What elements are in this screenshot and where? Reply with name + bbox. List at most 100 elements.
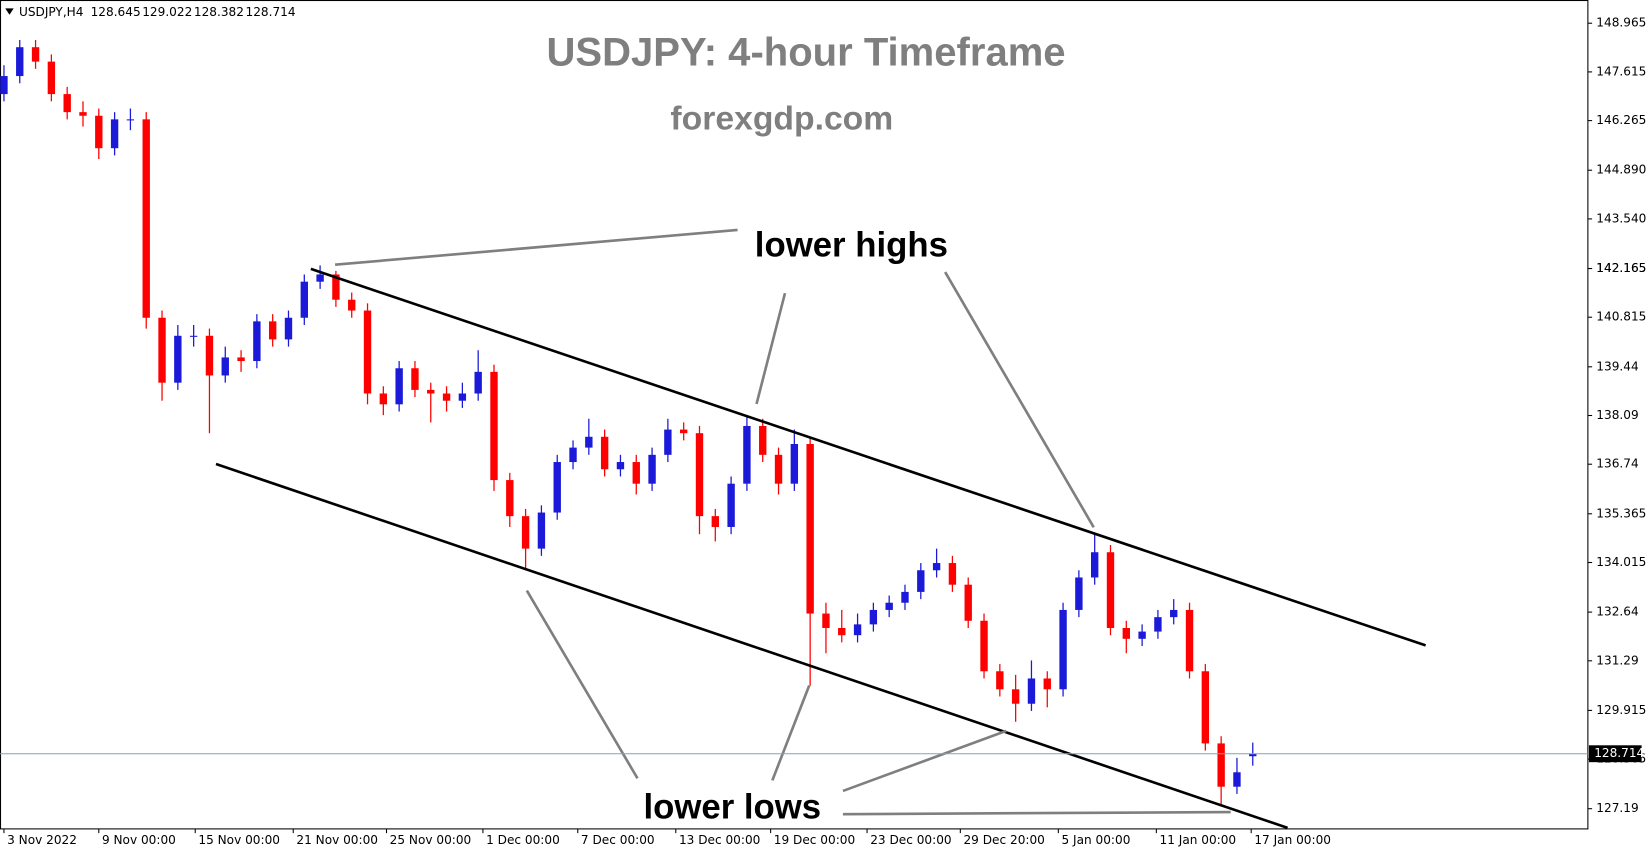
candle-body (490, 371, 498, 481)
candle-body (537, 512, 546, 549)
candle-body (869, 609, 878, 625)
candle-body (458, 393, 467, 401)
header-value: 128.382 (194, 5, 244, 19)
candle-body (1122, 627, 1130, 639)
header-value: 128.714 (246, 5, 296, 19)
candle-body (300, 281, 308, 318)
price-label: 128.714 (1594, 746, 1644, 760)
chart-title: USDJPY: 4-hour Timeframe (547, 30, 1066, 74)
candle-body (585, 436, 593, 448)
candle-body (1170, 609, 1178, 618)
candle-body (948, 563, 957, 585)
candle-body (1059, 609, 1067, 690)
candle-body (1138, 631, 1146, 639)
candle-body (1185, 609, 1194, 672)
pointer (334, 228, 738, 267)
candle-body (189, 335, 198, 337)
candle-body (1043, 678, 1051, 690)
candle-body (932, 563, 941, 571)
candle-body (996, 671, 1004, 690)
candle-body (727, 483, 735, 527)
candle-body (31, 47, 40, 62)
candle-body (63, 94, 71, 113)
candle-body (885, 602, 893, 610)
candle-body (1011, 689, 1020, 704)
y-tick-label: 146.265 (1596, 113, 1646, 127)
channel-upper (310, 267, 1427, 647)
candle-body (679, 429, 688, 434)
header-value: 128.645 (91, 5, 141, 19)
candle-body (47, 61, 56, 95)
y-tick-label: 139.44 (1596, 359, 1639, 373)
candle-body (268, 321, 277, 340)
x-tick-label: 23 Dec 00:00 (870, 833, 951, 847)
x-tick-label: 17 Jan 00:00 (1254, 833, 1331, 847)
candle-body (142, 119, 150, 318)
candle-body (221, 357, 229, 376)
candle-body (474, 371, 482, 394)
y-tick-label: 142.165 (1596, 261, 1646, 275)
candle-body (427, 389, 435, 394)
price-box (1588, 745, 1642, 763)
annotation: lower highs (755, 226, 948, 264)
candle-body (395, 368, 403, 405)
x-tick-label: 13 Dec 00:00 (679, 833, 760, 847)
candle-body (95, 115, 103, 149)
candle-body (348, 299, 356, 311)
symbol: USDJPY,H4 (19, 5, 84, 19)
candle-body (600, 436, 609, 470)
candle-body (695, 433, 704, 517)
x-tick-label: 9 Nov 00:00 (102, 833, 176, 847)
x-tick-label: 7 Dec 00:00 (581, 833, 655, 847)
candle-body (901, 591, 909, 603)
candle-body (1090, 552, 1099, 578)
candle-body (838, 627, 846, 636)
candle-body (1154, 617, 1162, 632)
candle-body (158, 317, 166, 383)
candle-body (743, 425, 751, 484)
pointer (842, 810, 1231, 816)
candle-body (664, 429, 672, 455)
x-tick-label: 25 Nov 00:00 (390, 833, 472, 847)
channel-lower (215, 462, 1289, 830)
candle-body (174, 335, 182, 383)
annotation: lower lows (643, 788, 821, 826)
y-tick-label: 143.540 (1596, 211, 1646, 225)
y-tick-label: 129.915 (1596, 703, 1646, 717)
candle-body (1027, 678, 1036, 704)
candle-body (16, 47, 24, 77)
marks (0, 39, 1257, 805)
candle-body (79, 112, 87, 116)
x-tick-label: 29 Dec 20:00 (963, 833, 1044, 847)
y-tick-label: 127.19 (1596, 801, 1638, 815)
candle-body (1106, 552, 1115, 628)
candle-body (980, 620, 988, 672)
candle-body (1217, 743, 1225, 787)
candle-body (917, 570, 925, 592)
candle-body (632, 462, 640, 484)
pointer (842, 729, 1007, 793)
y-tick-label: 148.965 (1596, 16, 1646, 30)
candle-body (1249, 753, 1257, 757)
candle-body (648, 454, 656, 484)
candle-body (853, 624, 862, 636)
y-tick-label: 135.365 (1596, 506, 1646, 520)
x-tick-label: 3 Nov 2022 (7, 833, 77, 847)
y-tick-label: 144.890 (1596, 163, 1646, 177)
pointers (334, 228, 1231, 816)
x-tick-label: 21 Nov 00:00 (296, 833, 378, 847)
candle-body (1201, 671, 1210, 744)
y-tick-label: 131.29 (1596, 653, 1638, 667)
candle-body (363, 310, 372, 394)
header-value: 129.022 (142, 5, 192, 19)
candle-body (759, 425, 767, 455)
candle-body (110, 119, 119, 149)
candle-body (126, 119, 135, 121)
y-tick-label: 132.64 (1596, 605, 1639, 619)
chart-subtitle: forexgdp.com (670, 100, 893, 138)
y-tick-label: 138.09 (1596, 408, 1638, 422)
candle-body (411, 368, 419, 390)
candle-body (332, 274, 340, 300)
